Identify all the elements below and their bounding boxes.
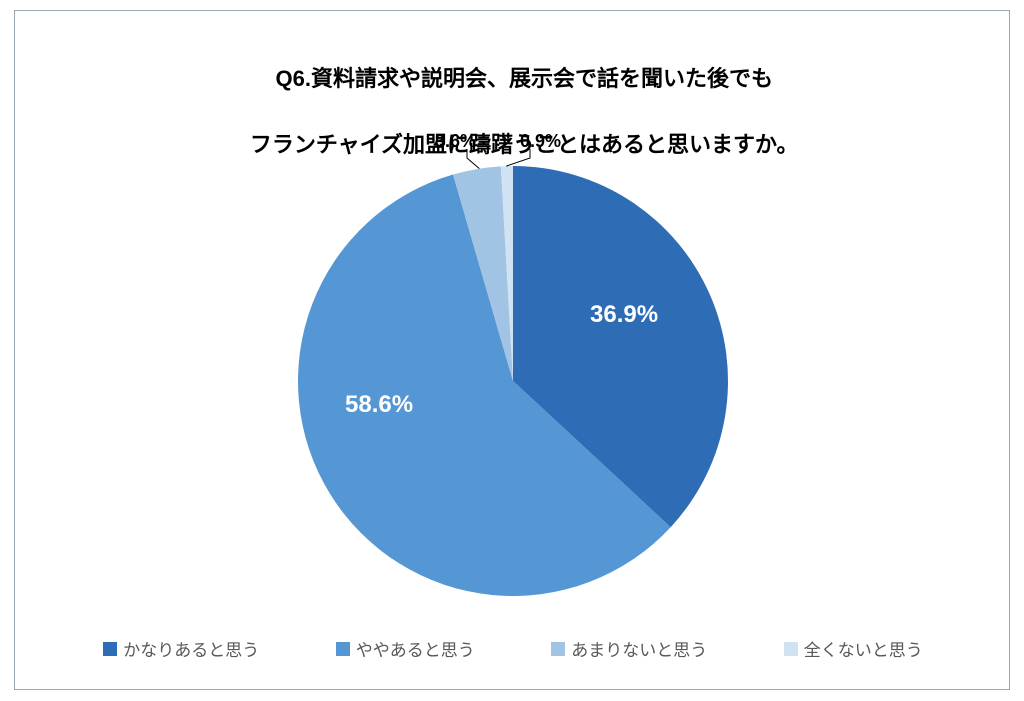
pie-chart bbox=[15, 11, 1011, 691]
slice-label-inside-0: 36.9% bbox=[590, 301, 658, 329]
slice-label-inside-1: 58.6% bbox=[345, 391, 413, 419]
legend-swatch-3 bbox=[784, 642, 798, 656]
legend-label-2: あまりないと思う bbox=[571, 636, 707, 661]
legend-swatch-0 bbox=[103, 642, 117, 656]
slice-label-outside-2: 3.6% bbox=[435, 131, 476, 152]
legend: かなりあると思う ややあると思う あまりないと思う 全くないと思う bbox=[15, 636, 1011, 661]
legend-label-3: 全くないと思う bbox=[804, 636, 923, 661]
chart-frame: Q6.資料請求や説明会、展示会で話を聞いた後でも フランチャイズ加盟に躊躇うこと… bbox=[14, 10, 1010, 690]
legend-item-2: あまりないと思う bbox=[551, 636, 707, 661]
legend-label-0: かなりあると思う bbox=[123, 636, 259, 661]
legend-item-0: かなりあると思う bbox=[103, 636, 259, 661]
legend-item-1: ややあると思う bbox=[336, 636, 475, 661]
legend-label-1: ややあると思う bbox=[356, 636, 475, 661]
legend-swatch-1 bbox=[336, 642, 350, 656]
legend-item-3: 全くないと思う bbox=[784, 636, 923, 661]
slice-label-outside-3: 0.9% bbox=[520, 131, 561, 152]
legend-swatch-2 bbox=[551, 642, 565, 656]
